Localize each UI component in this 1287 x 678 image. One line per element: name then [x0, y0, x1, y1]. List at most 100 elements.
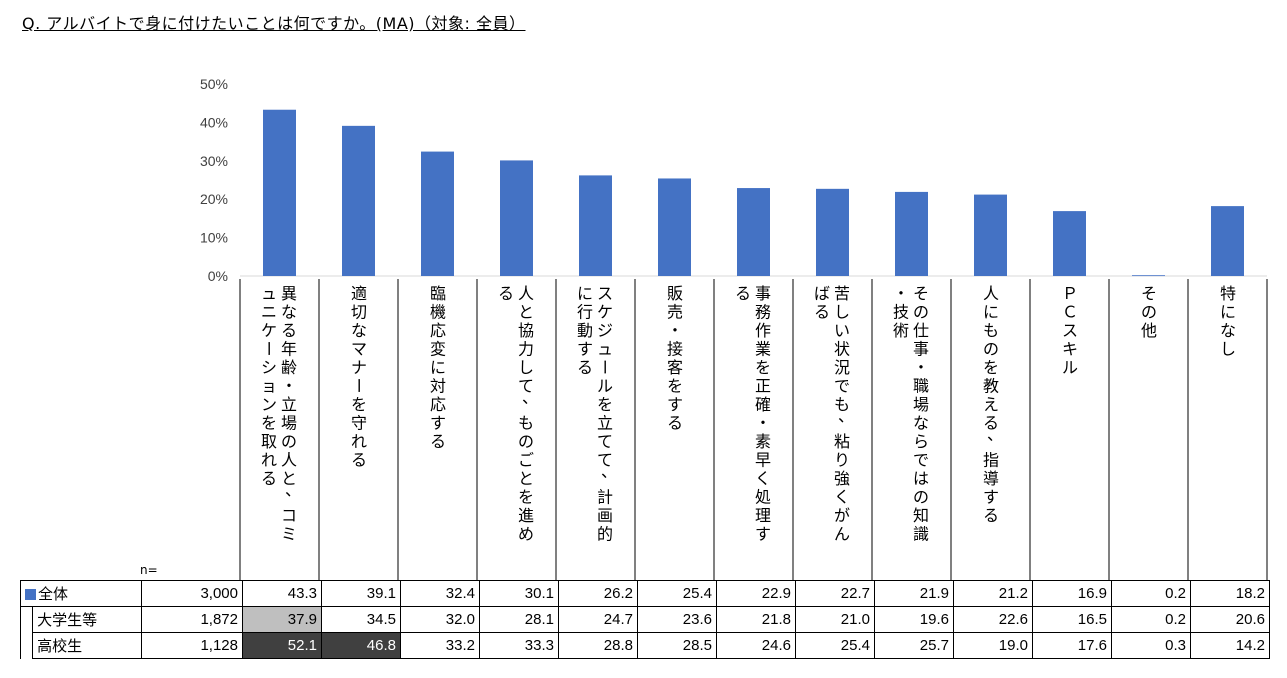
category-label: ・ [893, 284, 909, 303]
value-cell: 25.7 [874, 632, 954, 659]
category-label: 対 [430, 377, 446, 396]
row-label: 大学生等 [32, 606, 142, 633]
category-label: 客 [667, 358, 683, 377]
category-label: ュ [597, 340, 613, 359]
category-label: の [913, 488, 929, 507]
category-label: 、 [285, 481, 301, 500]
category-label: 教 [983, 377, 999, 396]
category-label: 臨 [430, 284, 446, 303]
category-label: が [834, 506, 850, 525]
value-cell: 21.2 [953, 580, 1033, 607]
category-label: 素 [755, 432, 771, 451]
bar [1132, 275, 1165, 277]
category-label: て [597, 432, 613, 451]
category-label: ジ [597, 321, 613, 340]
value-cell: 22.6 [953, 606, 1033, 633]
category-label: を [755, 358, 771, 377]
category-label: ン [261, 395, 277, 414]
category-label: ル [1062, 358, 1078, 377]
category-label: に [430, 358, 446, 377]
value-cell: 32.0 [400, 606, 480, 633]
n-cell: 1,872 [141, 606, 243, 633]
row-label: 全体 [20, 580, 142, 607]
category-label: Ｃ [1062, 303, 1078, 322]
category-label: ケ [597, 303, 613, 322]
category-label: す [430, 414, 446, 433]
table-row: 高校生 1,128 52.1 46.8 33.2 33.3 28.8 28.5 24.6 25.4… [19, 632, 1270, 659]
category-label: れ [261, 451, 277, 470]
value-cell: 22.7 [795, 580, 875, 607]
category-label: 計 [597, 488, 613, 507]
category-label: も [983, 321, 999, 340]
category-label: 、 [522, 388, 538, 407]
category-label: 強 [834, 469, 850, 488]
category-label: 行 [577, 303, 593, 322]
value-cell: 19.0 [953, 632, 1033, 659]
category-label: す [755, 525, 771, 544]
category-label: ・ [755, 414, 771, 433]
category-label: そ [1141, 284, 1157, 303]
chart-title: Q. アルバイトで身に付けたいことは何ですか。(MA)（対象: 全員） [22, 14, 526, 33]
category-label: そ [913, 284, 929, 303]
category-label: で [834, 377, 850, 396]
category-label: 術 [893, 321, 909, 340]
value-cell: 16.5 [1032, 606, 1112, 633]
category-label: を [351, 395, 367, 414]
bar [500, 160, 533, 276]
category-label: 識 [913, 525, 929, 544]
y-tick-label: 30% [200, 153, 228, 169]
category-label: 状 [834, 340, 850, 359]
value-cell: 21.0 [795, 606, 875, 633]
n-caption: n= [140, 563, 158, 577]
category-label: ー [349, 377, 368, 393]
category-label: を [518, 488, 534, 507]
y-tick-label: 40% [200, 114, 228, 130]
category-label: る [983, 414, 999, 433]
value-cell: 28.5 [637, 632, 717, 659]
category-label: と [518, 303, 534, 322]
category-label: 況 [834, 358, 850, 377]
category-label: る [983, 506, 999, 525]
category-label: を [261, 414, 277, 433]
category-label: 立 [597, 414, 613, 433]
category-label: 齢 [281, 358, 297, 377]
category-label: し [518, 358, 534, 377]
value-cell: 22.9 [716, 580, 796, 607]
category-label: 正 [755, 377, 771, 396]
category-label: す [577, 340, 593, 359]
category-label: 特 [1220, 284, 1236, 303]
value-cell: 18.2 [1190, 580, 1270, 607]
bar [658, 178, 691, 276]
category-label: い [834, 321, 850, 340]
category-label: な [281, 303, 297, 322]
category-label: は [913, 469, 929, 488]
category-label: 異 [281, 284, 297, 303]
value-cell: 28.8 [558, 632, 638, 659]
category-label: Ｐ [1062, 284, 1078, 303]
value-cell: 26.2 [558, 580, 638, 607]
category-label: 導 [983, 469, 999, 488]
category-label: を [983, 358, 999, 377]
category-label: 接 [667, 340, 683, 359]
category-label: に [983, 303, 999, 322]
category-label: マ [351, 340, 367, 359]
category-label: 職 [913, 377, 929, 396]
category-label: と [518, 469, 534, 488]
category-label: 理 [755, 506, 771, 525]
category-label: る [735, 284, 751, 303]
row-label: 高校生 [32, 632, 142, 659]
category-label: に [1220, 303, 1236, 322]
bar [974, 194, 1007, 276]
category-label: る [667, 414, 683, 433]
category-label: 適 [351, 284, 367, 303]
category-label: 画 [597, 506, 613, 525]
category-label: ば [814, 284, 830, 303]
category-label: 人 [518, 284, 534, 303]
category-label: 守 [351, 414, 367, 433]
category-label: と [281, 469, 297, 488]
category-label: し [1220, 340, 1236, 359]
category-label: 進 [518, 506, 534, 525]
category-label: る [430, 432, 446, 451]
value-cell: 39.1 [321, 580, 401, 607]
category-label: 人 [281, 451, 297, 470]
